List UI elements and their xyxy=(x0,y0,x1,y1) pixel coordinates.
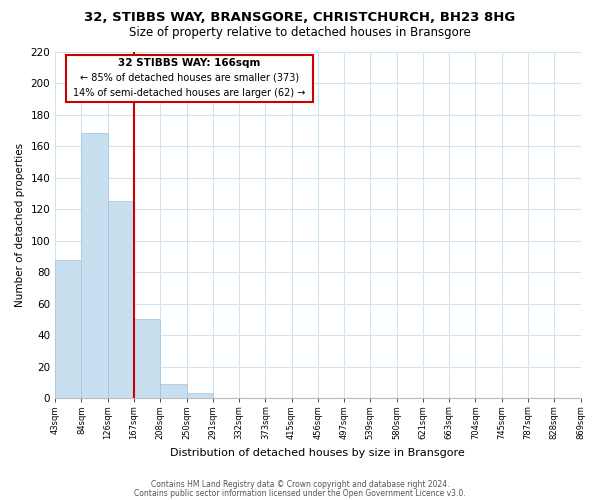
Bar xyxy=(187,394,213,398)
Text: Contains HM Land Registry data © Crown copyright and database right 2024.: Contains HM Land Registry data © Crown c… xyxy=(151,480,449,489)
FancyBboxPatch shape xyxy=(65,55,313,102)
Text: 14% of semi-detached houses are larger (62) →: 14% of semi-detached houses are larger (… xyxy=(73,88,305,98)
Text: ← 85% of detached houses are smaller (373): ← 85% of detached houses are smaller (37… xyxy=(80,73,299,83)
Text: Contains public sector information licensed under the Open Government Licence v3: Contains public sector information licen… xyxy=(134,489,466,498)
Text: 32, STIBBS WAY, BRANSGORE, CHRISTCHURCH, BH23 8HG: 32, STIBBS WAY, BRANSGORE, CHRISTCHURCH,… xyxy=(85,11,515,24)
Text: 32 STIBBS WAY: 166sqm: 32 STIBBS WAY: 166sqm xyxy=(118,58,260,68)
Text: Size of property relative to detached houses in Bransgore: Size of property relative to detached ho… xyxy=(129,26,471,39)
Y-axis label: Number of detached properties: Number of detached properties xyxy=(15,143,25,307)
Bar xyxy=(82,134,108,398)
Bar xyxy=(108,201,134,398)
Bar xyxy=(134,320,160,398)
Bar xyxy=(55,260,82,398)
X-axis label: Distribution of detached houses by size in Bransgore: Distribution of detached houses by size … xyxy=(170,448,465,458)
Bar xyxy=(160,384,187,398)
